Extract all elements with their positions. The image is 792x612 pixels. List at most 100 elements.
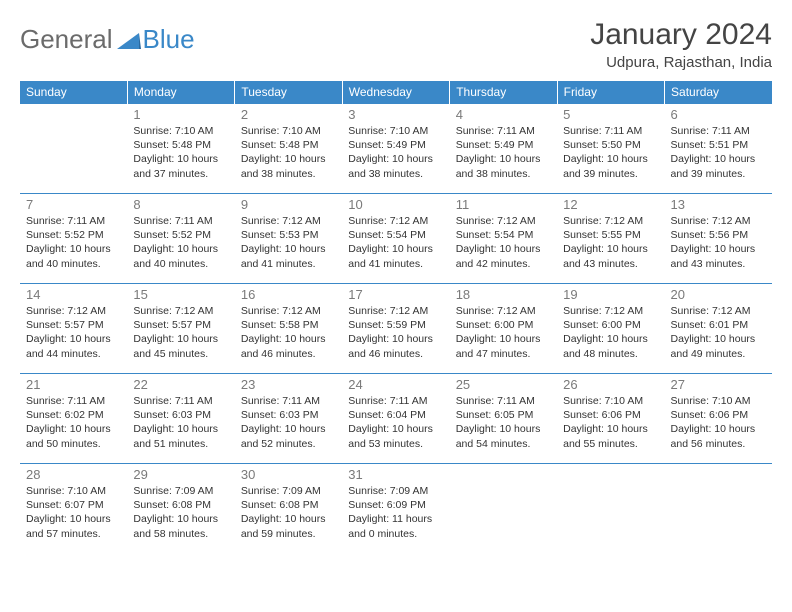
month-title: January 2024 xyxy=(590,18,772,52)
daylight-text: Daylight: 10 hours and 48 minutes. xyxy=(563,332,658,360)
sunset-text: Sunset: 6:08 PM xyxy=(133,498,228,512)
day-number: 29 xyxy=(133,467,228,482)
sunrise-text: Sunrise: 7:12 AM xyxy=(456,214,551,228)
calendar-day-cell: 30Sunrise: 7:09 AMSunset: 6:08 PMDayligh… xyxy=(235,464,342,554)
sunset-text: Sunset: 5:54 PM xyxy=(348,228,443,242)
day-number: 28 xyxy=(26,467,121,482)
sunrise-text: Sunrise: 7:12 AM xyxy=(26,304,121,318)
sunset-text: Sunset: 5:55 PM xyxy=(563,228,658,242)
daylight-text: Daylight: 10 hours and 59 minutes. xyxy=(241,512,336,540)
sunset-text: Sunset: 6:00 PM xyxy=(456,318,551,332)
calendar-day-cell: 14Sunrise: 7:12 AMSunset: 5:57 PMDayligh… xyxy=(20,284,127,374)
day-number: 14 xyxy=(26,287,121,302)
daylight-text: Daylight: 10 hours and 41 minutes. xyxy=(241,242,336,270)
calendar-day-cell: 13Sunrise: 7:12 AMSunset: 5:56 PMDayligh… xyxy=(665,194,772,284)
header: General Blue January 2024 Udpura, Rajast… xyxy=(20,18,772,71)
weekday-header: Saturday xyxy=(665,81,772,104)
sunrise-text: Sunrise: 7:12 AM xyxy=(671,304,766,318)
calendar-day-cell xyxy=(20,104,127,194)
day-number: 30 xyxy=(241,467,336,482)
sunset-text: Sunset: 5:48 PM xyxy=(133,138,228,152)
daylight-text: Daylight: 10 hours and 49 minutes. xyxy=(671,332,766,360)
day-number: 27 xyxy=(671,377,766,392)
daylight-text: Daylight: 10 hours and 50 minutes. xyxy=(26,422,121,450)
sunset-text: Sunset: 5:58 PM xyxy=(241,318,336,332)
sunset-text: Sunset: 5:51 PM xyxy=(671,138,766,152)
logo: General Blue xyxy=(20,18,195,55)
calendar-day-cell: 27Sunrise: 7:10 AMSunset: 6:06 PMDayligh… xyxy=(665,374,772,464)
sunrise-text: Sunrise: 7:11 AM xyxy=(26,214,121,228)
calendar-day-cell: 12 Sunrise: 7:12 AMSunset: 5:55 PMDayligh… xyxy=(557,194,664,284)
sunset-text: Sunset: 5:49 PM xyxy=(456,138,551,152)
sunrise-text: Sunrise: 7:11 AM xyxy=(348,394,443,408)
daylight-text: Daylight: 10 hours and 47 minutes. xyxy=(456,332,551,360)
daylight-text: Daylight: 10 hours and 58 minutes. xyxy=(133,512,228,540)
calendar-day-cell xyxy=(557,464,664,554)
day-number: 12 xyxy=(563,197,658,212)
sunrise-text: Sunrise: 7:11 AM xyxy=(563,124,658,138)
logo-triangle-icon xyxy=(117,31,141,49)
calendar-day-cell: 7Sunrise: 7:11 AMSunset: 5:52 PMDaylight… xyxy=(20,194,127,284)
calendar-week-row: 14 Sunrise: 7:12 AM Sunset: 5:57 PM Dayligh… xyxy=(20,284,772,374)
day-number: 24 xyxy=(348,377,443,392)
calendar-day-cell: 4Sunrise: 7:11 AMSunset: 5:49 PMDaylight… xyxy=(450,104,557,194)
weekday-header: Friday xyxy=(557,81,664,104)
daylight-text: Daylight: 10 hours and 42 minutes. xyxy=(456,242,551,270)
weekday-header: Sunday xyxy=(20,81,127,104)
daylight-text: Daylight: 10 hours and 55 minutes. xyxy=(563,422,658,450)
sunset-text: Sunset: 6:04 PM xyxy=(348,408,443,422)
calendar-day-cell: 11Sunrise: 7:12 AMSunset: 5:54 PMDayligh… xyxy=(450,194,557,284)
sunset-text: Sunset: 5:57 PM xyxy=(133,318,228,332)
calendar-day-cell: 3 Sunrise: 7:10 AMSunset: 5:49 PMDaylight… xyxy=(342,104,449,194)
day-number: 31 xyxy=(348,467,443,482)
sunrise-text: Sunrise: 7:11 AM xyxy=(241,394,336,408)
daylight-text: Daylight: 10 hours and 38 minutes. xyxy=(241,152,336,180)
day-number: 26 xyxy=(563,377,658,392)
daylight-text: Daylight: 10 hours and 52 minutes. xyxy=(241,422,336,450)
calendar-day-cell: 28Sunrise: 7:10 AMSunset: 6:07 PMDayligh… xyxy=(20,464,127,554)
title-area: January 2024 Udpura, Rajasthan, India xyxy=(590,18,772,71)
daylight-text: Daylight: 10 hours and 40 minutes. xyxy=(133,242,228,270)
day-number: 15 xyxy=(133,287,228,302)
sunset-text: Sunset: 5:49 PM xyxy=(348,138,443,152)
day-number: 25 xyxy=(456,377,551,392)
day-number: 18 xyxy=(456,287,551,302)
sunset-text: Sunset: 6:03 PM xyxy=(241,408,336,422)
daylight-text: Daylight: 10 hours and 56 minutes. xyxy=(671,422,766,450)
day-number: 8 xyxy=(133,197,228,212)
calendar-head: SundayMondayTuesdayWednesdayThursdayFrid… xyxy=(20,81,772,104)
calendar-day-cell xyxy=(450,464,557,554)
sunrise-text: Sunrise: 7:11 AM xyxy=(671,124,766,138)
sunrise-text: Sunrise: 7:10 AM xyxy=(671,394,766,408)
sunrise-text: Sunrise: 7:10 AM xyxy=(348,124,443,138)
sunrise-text: Sunrise: 7:12 AM xyxy=(456,304,551,318)
sunset-text: Sunset: 5:48 PM xyxy=(241,138,336,152)
sunrise-text: Sunrise: 7:09 AM xyxy=(133,484,228,498)
day-number: 4 xyxy=(456,107,551,122)
calendar-day-cell: 5Sunrise: 7:11 AMSunset: 5:50 PMDaylight… xyxy=(557,104,664,194)
sunset-text: Sunset: 5:52 PM xyxy=(133,228,228,242)
sunrise-text: Sunrise: 7:12 AM xyxy=(241,214,336,228)
sunset-text: Sunset: 5:52 PM xyxy=(26,228,121,242)
calendar-day-cell: 16Sunrise: 7:12 AMSunset: 5:58 PMDayligh… xyxy=(235,284,342,374)
day-number: 2 xyxy=(241,107,336,122)
sunset-text: Sunset: 5:53 PM xyxy=(241,228,336,242)
sunrise-text: Sunrise: 7:12 AM xyxy=(671,214,766,228)
sunrise-text: Sunrise: 7:12 AM xyxy=(563,304,658,318)
day-number: 6 xyxy=(671,107,766,122)
weekday-row: SundayMondayTuesdayWednesdayThursdayFrid… xyxy=(20,81,772,104)
day-number: 3 xyxy=(348,107,443,122)
calendar-day-cell: 1Sunrise: 7:10 AMSunset: 5:48 PMDaylight… xyxy=(127,104,234,194)
calendar-day-cell: 18 Sunrise: 7:12 AMSunset: 6:00 PMDayligh… xyxy=(450,284,557,374)
day-number: 1 xyxy=(133,107,228,122)
calendar-day-cell: 20Sunrise: 7:12 AMSunset: 6:01 PMDayligh… xyxy=(665,284,772,374)
day-number: 5 xyxy=(563,107,658,122)
daylight-text: Daylight: 10 hours and 38 minutes. xyxy=(348,152,443,180)
day-number: 23 xyxy=(241,377,336,392)
day-number: 20 xyxy=(671,287,766,302)
sunrise-text: Sunrise: 7:12 AM xyxy=(563,214,658,228)
calendar-day-cell: 10Sunrise: 7:12 AMSunset: 5:54 PMDayligh… xyxy=(342,194,449,284)
calendar-day-cell: 25Sunrise: 7:11 AMSunset: 6:05 PMDayligh… xyxy=(450,374,557,464)
daylight-text: Daylight: 10 hours and 43 minutes. xyxy=(563,242,658,270)
sunset-text: Sunset: 5:59 PM xyxy=(348,318,443,332)
